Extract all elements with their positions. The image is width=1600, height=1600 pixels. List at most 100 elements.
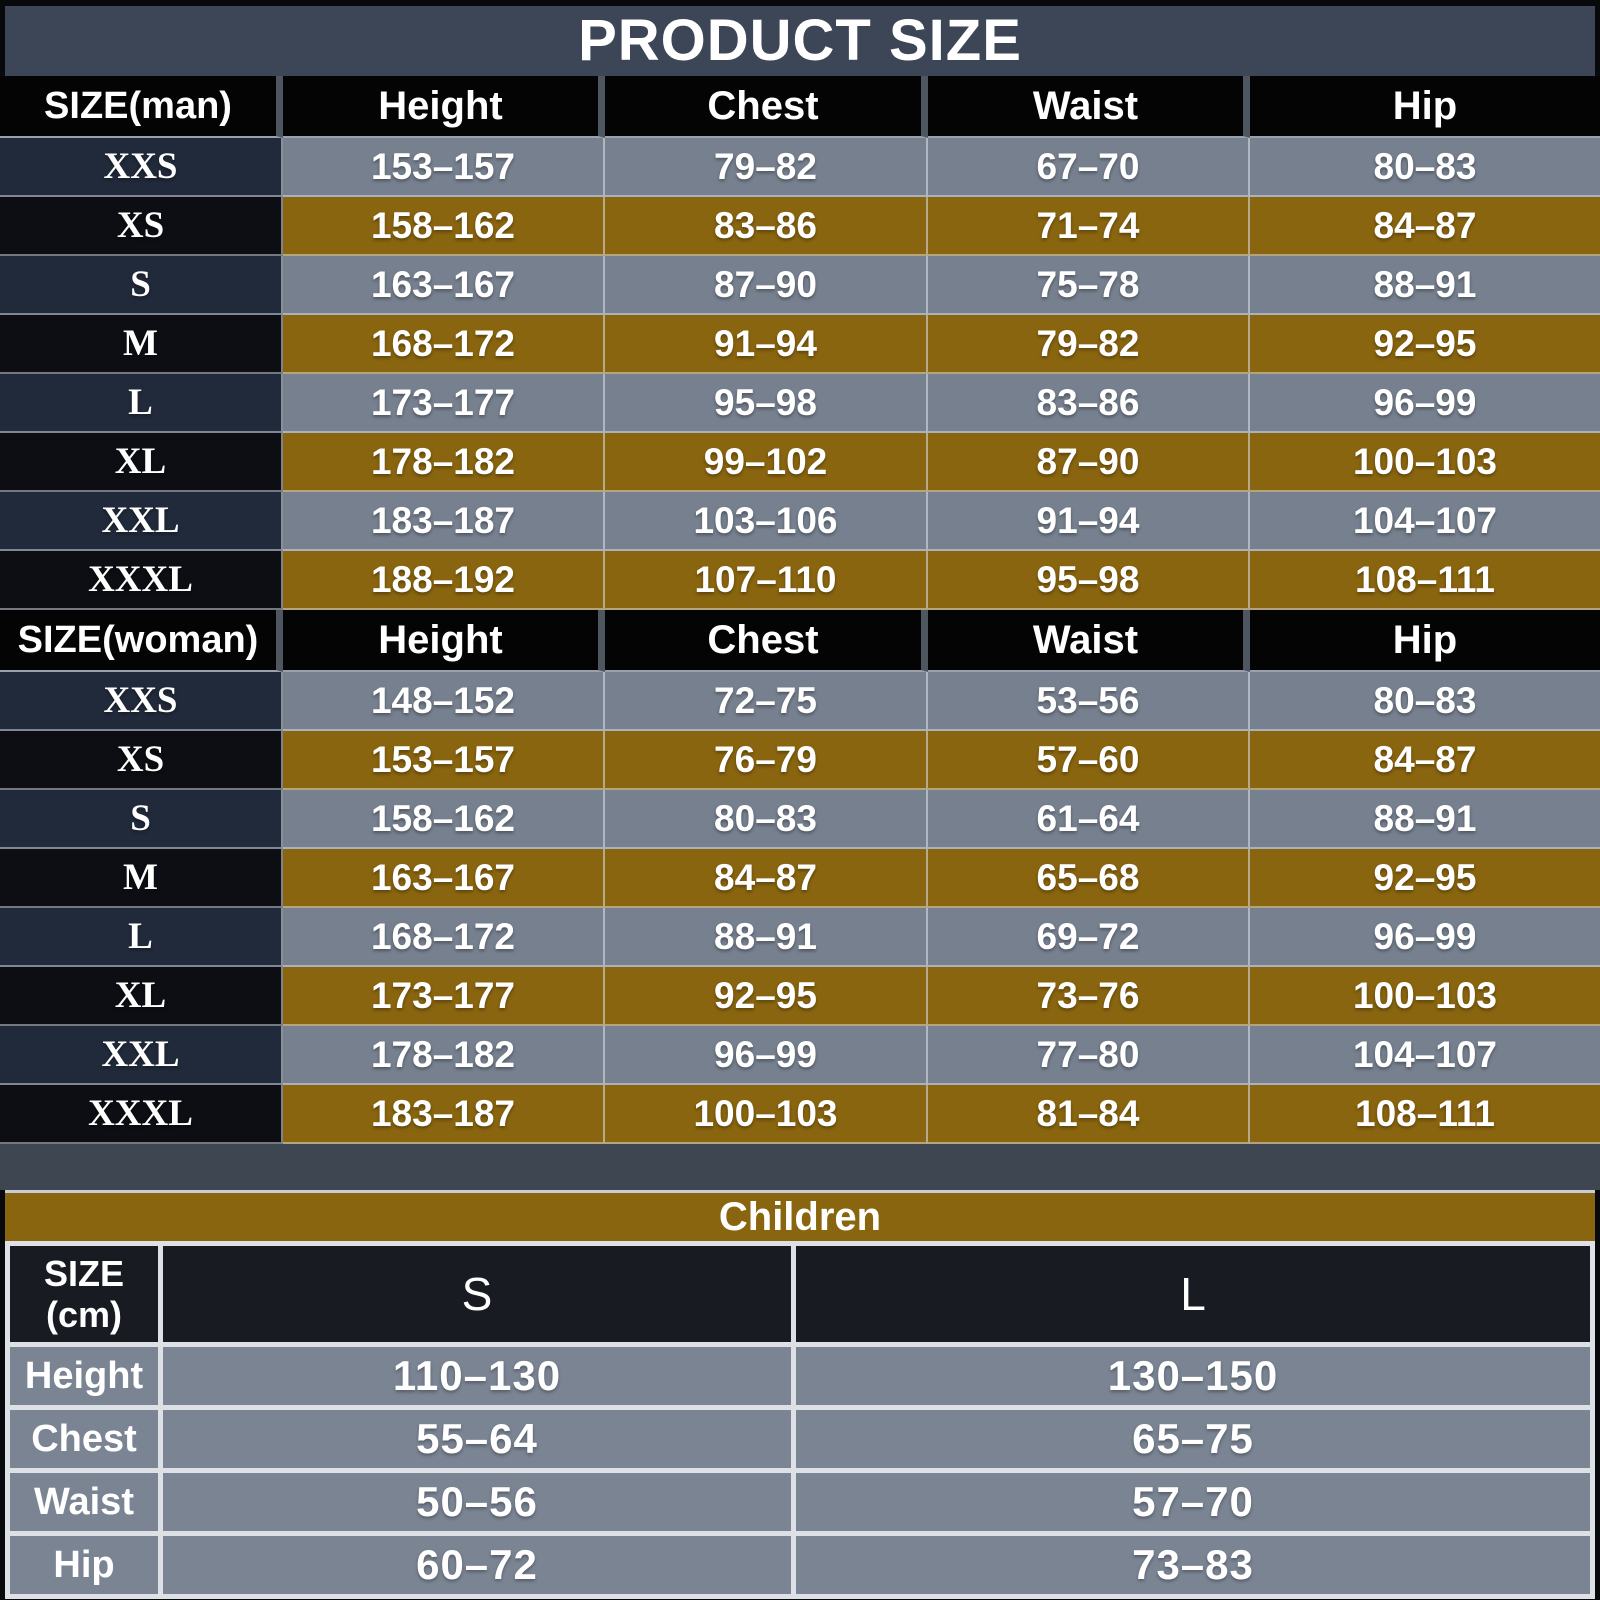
value-cell: 84–87 (1250, 197, 1600, 256)
value-cell: 104–107 (1250, 492, 1600, 551)
value-cell: 69–72 (928, 908, 1250, 967)
value-cell: 84–87 (605, 849, 928, 908)
chest-column-header: Chest (605, 76, 928, 138)
value-cell: 107–110 (605, 551, 928, 610)
value-cell: 87–90 (928, 433, 1250, 492)
size-label-cell: XL (0, 967, 283, 1026)
hip-column-header: Hip (1250, 610, 1600, 672)
value-cell: 104–107 (1250, 1026, 1600, 1085)
measure-row-hip: Hip 60–72 73–83 (10, 1536, 1590, 1594)
value-cell: 87–90 (605, 256, 928, 315)
value-cell: 61–64 (928, 790, 1250, 849)
value-cell: 92–95 (1250, 849, 1600, 908)
value-cell: 79–82 (605, 138, 928, 197)
value-cell: 88–91 (605, 908, 928, 967)
value-cell: 53–56 (928, 672, 1250, 731)
value-cell: 67–70 (928, 138, 1250, 197)
measure-label-cell: Height (10, 1347, 158, 1405)
measure-label-cell: Hip (10, 1536, 158, 1594)
value-cell: 148–152 (283, 672, 605, 731)
value-cell: 88–91 (1250, 256, 1600, 315)
value-cell: 168–172 (283, 908, 605, 967)
size-column-header: SIZE(man) (0, 76, 283, 138)
value-cell: 77–80 (928, 1026, 1250, 1085)
value-cell: 65–75 (796, 1410, 1590, 1468)
size-row-l: L 173–177 95–98 83–86 96–99 (0, 374, 1600, 433)
value-cell: 96–99 (605, 1026, 928, 1085)
size-row-xs: XS 153–157 76–79 57–60 84–87 (0, 731, 1600, 790)
size-row-s: S 163–167 87–90 75–78 88–91 (0, 256, 1600, 315)
value-cell: 79–82 (928, 315, 1250, 374)
size-row-xxs: XXS 153–157 79–82 67–70 80–83 (0, 138, 1600, 197)
value-cell: 80–83 (1250, 138, 1600, 197)
value-cell: 158–162 (283, 790, 605, 849)
value-cell: 92–95 (605, 967, 928, 1026)
value-cell: 100–103 (605, 1085, 928, 1144)
size-column-header: SIZE(woman) (0, 610, 283, 672)
size-l-column-header: L (796, 1246, 1590, 1342)
value-cell: 72–75 (605, 672, 928, 731)
value-cell: 183–187 (283, 492, 605, 551)
value-cell: 71–74 (928, 197, 1250, 256)
measure-label-cell: Chest (10, 1410, 158, 1468)
value-cell: 100–103 (1250, 433, 1600, 492)
value-cell: 100–103 (1250, 967, 1600, 1026)
value-cell: 99–102 (605, 433, 928, 492)
size-s-column-header: S (163, 1246, 791, 1342)
value-cell: 57–60 (928, 731, 1250, 790)
value-cell: 80–83 (605, 790, 928, 849)
value-cell: 163–167 (283, 849, 605, 908)
value-cell: 110–130 (163, 1347, 791, 1405)
value-cell: 153–157 (283, 138, 605, 197)
size-row-m: M 168–172 91–94 79–82 92–95 (0, 315, 1600, 374)
size-row-s: S 158–162 80–83 61–64 88–91 (0, 790, 1600, 849)
size-label-cell: S (0, 256, 283, 315)
value-cell: 81–84 (928, 1085, 1250, 1144)
value-cell: 96–99 (1250, 908, 1600, 967)
header-row: SIZE (cm) S L (10, 1246, 1590, 1342)
size-label-cell: XS (0, 197, 283, 256)
value-cell: 83–86 (928, 374, 1250, 433)
size-label-cell: M (0, 315, 283, 374)
value-cell: 153–157 (283, 731, 605, 790)
value-cell: 83–86 (605, 197, 928, 256)
value-cell: 108–111 (1250, 551, 1600, 610)
size-label-cell: XXL (0, 492, 283, 551)
value-cell: 178–182 (283, 433, 605, 492)
measure-row-chest: Chest 55–64 65–75 (10, 1410, 1590, 1468)
size-row-xxs: XXS 148–152 72–75 53–56 80–83 (0, 672, 1600, 731)
value-cell: 188–192 (283, 551, 605, 610)
value-cell: 75–78 (928, 256, 1250, 315)
size-row-xxl: XXL 183–187 103–106 91–94 104–107 (0, 492, 1600, 551)
value-cell: 73–76 (928, 967, 1250, 1026)
value-cell: 55–64 (163, 1410, 791, 1468)
value-cell: 158–162 (283, 197, 605, 256)
measure-row-height: Height 110–130 130–150 (10, 1347, 1590, 1405)
size-cm-header: SIZE (cm) (10, 1246, 158, 1342)
size-label-cell: XXS (0, 672, 283, 731)
value-cell: 95–98 (605, 374, 928, 433)
value-cell: 173–177 (283, 967, 605, 1026)
spacer-strip (0, 1144, 1600, 1190)
value-cell: 80–83 (1250, 672, 1600, 731)
size-label-cell: L (0, 908, 283, 967)
chest-column-header: Chest (605, 610, 928, 672)
size-label-cell: L (0, 374, 283, 433)
size-row-xl: XL 173–177 92–95 73–76 100–103 (0, 967, 1600, 1026)
waist-column-header: Waist (928, 76, 1250, 138)
size-row-xxxl: XXXL 183–187 100–103 81–84 108–111 (0, 1085, 1600, 1144)
measure-row-waist: Waist 50–56 57–70 (10, 1473, 1590, 1531)
size-label-cell: XXXL (0, 551, 283, 610)
height-column-header: Height (283, 76, 605, 138)
value-cell: 92–95 (1250, 315, 1600, 374)
value-cell: 168–172 (283, 315, 605, 374)
value-cell: 88–91 (1250, 790, 1600, 849)
value-cell: 183–187 (283, 1085, 605, 1144)
value-cell: 95–98 (928, 551, 1250, 610)
header-row: SIZE(woman) Height Chest Waist Hip (0, 610, 1600, 672)
value-cell: 178–182 (283, 1026, 605, 1085)
size-label-cell: S (0, 790, 283, 849)
men-size-table: SIZE(man) Height Chest Waist Hip XXS 153–157 79… (0, 76, 1600, 610)
value-cell: 96–99 (1250, 374, 1600, 433)
height-column-header: Height (283, 610, 605, 672)
